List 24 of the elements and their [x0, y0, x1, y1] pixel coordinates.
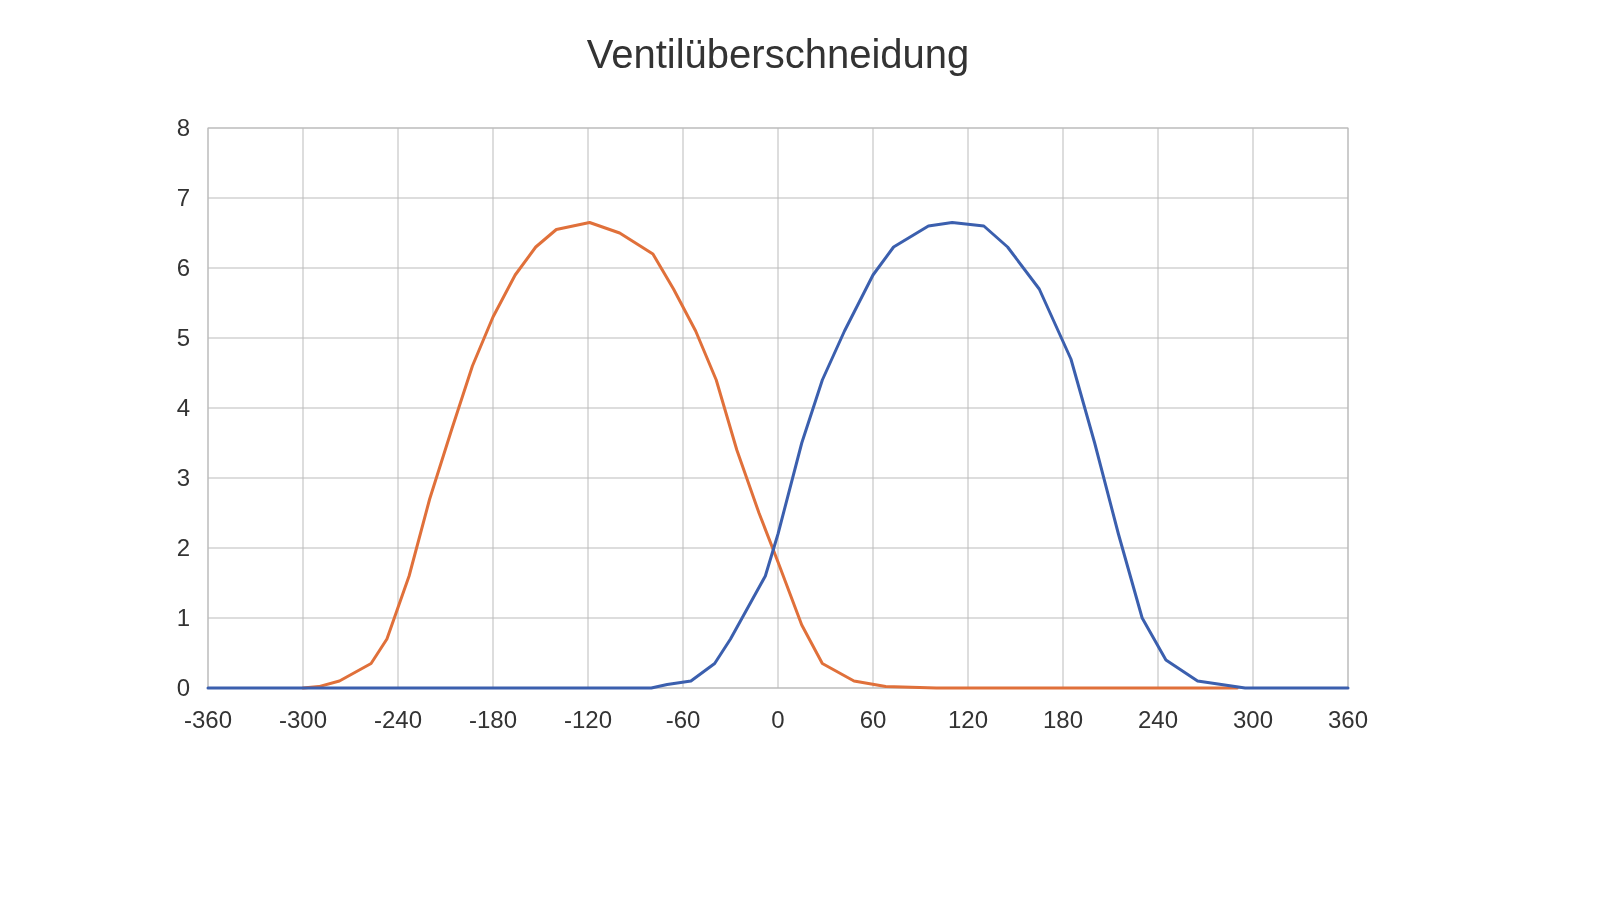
- x-tick-label: -180: [468, 706, 518, 733]
- x-tick-label: -120: [563, 706, 613, 733]
- x-tick-label: 360: [1327, 706, 1369, 733]
- line-series: [301, 221, 1239, 690]
- x-tick-label: 300: [1232, 706, 1274, 733]
- x-tick-label: 240: [1137, 706, 1179, 733]
- x-tick-label: 60: [859, 706, 887, 733]
- x-tick-label: 120: [947, 706, 989, 733]
- x-tick-label: -240: [373, 706, 423, 733]
- y-tick-label: 7: [176, 184, 190, 212]
- x-tick-label: 0: [771, 706, 785, 733]
- y-tick-label: 3: [176, 464, 190, 492]
- chart-title: Ventilüberschneidung: [586, 32, 970, 76]
- x-tick-label: -360: [183, 706, 233, 733]
- y-tick-label: 1: [176, 604, 190, 632]
- x-tick-label: -60: [665, 706, 701, 733]
- y-tick-label: 4: [176, 394, 190, 422]
- y-tick-label: 5: [176, 324, 190, 352]
- x-tick-label: 180: [1042, 706, 1084, 733]
- y-tick-label: 6: [176, 254, 190, 282]
- y-tick-label: 2: [176, 534, 190, 562]
- y-tick-label: 8: [176, 114, 190, 142]
- y-tick-label: 0: [176, 674, 190, 702]
- x-tick-label: -300: [278, 706, 328, 733]
